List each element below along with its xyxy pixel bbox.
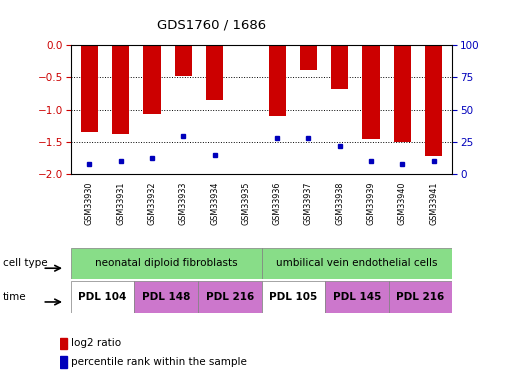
Bar bbox=[425, 45, 442, 156]
Text: GSM33932: GSM33932 bbox=[147, 182, 156, 225]
Text: GSM33938: GSM33938 bbox=[335, 182, 344, 225]
Bar bbox=[362, 45, 380, 139]
Bar bbox=[262, 281, 325, 313]
Bar bbox=[81, 45, 98, 132]
Text: PDL 105: PDL 105 bbox=[269, 292, 317, 302]
Text: umbilical vein endothelial cells: umbilical vein endothelial cells bbox=[276, 258, 438, 268]
Bar bbox=[389, 281, 452, 313]
Text: GDS1760 / 1686: GDS1760 / 1686 bbox=[157, 19, 266, 32]
Text: percentile rank within the sample: percentile rank within the sample bbox=[71, 357, 247, 367]
Text: GSM33941: GSM33941 bbox=[429, 182, 438, 225]
Text: GSM33939: GSM33939 bbox=[367, 182, 376, 225]
Text: GSM33934: GSM33934 bbox=[210, 182, 219, 225]
Bar bbox=[394, 45, 411, 142]
Bar bbox=[206, 45, 223, 100]
Text: GSM33935: GSM33935 bbox=[241, 182, 251, 225]
Text: neonatal diploid fibroblasts: neonatal diploid fibroblasts bbox=[95, 258, 237, 268]
Bar bbox=[60, 356, 67, 368]
Bar bbox=[268, 45, 286, 116]
Text: log2 ratio: log2 ratio bbox=[71, 338, 121, 348]
Text: PDL 104: PDL 104 bbox=[78, 292, 127, 302]
Text: cell type: cell type bbox=[3, 258, 47, 268]
Bar bbox=[71, 281, 134, 313]
Text: PDL 216: PDL 216 bbox=[206, 292, 254, 302]
Bar bbox=[331, 45, 348, 89]
Text: time: time bbox=[3, 292, 26, 302]
Bar bbox=[71, 248, 262, 279]
Bar bbox=[143, 45, 161, 114]
Bar bbox=[175, 45, 192, 76]
Bar bbox=[262, 248, 452, 279]
Bar bbox=[300, 45, 317, 70]
Text: PDL 148: PDL 148 bbox=[142, 292, 190, 302]
Bar bbox=[112, 45, 129, 134]
Text: GSM33933: GSM33933 bbox=[179, 182, 188, 225]
Bar bbox=[325, 281, 389, 313]
Text: GSM33936: GSM33936 bbox=[272, 182, 282, 225]
Text: GSM33930: GSM33930 bbox=[85, 182, 94, 225]
Text: GSM33931: GSM33931 bbox=[116, 182, 125, 225]
Bar bbox=[60, 338, 67, 349]
Text: PDL 145: PDL 145 bbox=[333, 292, 381, 302]
Text: GSM33940: GSM33940 bbox=[398, 182, 407, 225]
Text: GSM33937: GSM33937 bbox=[304, 182, 313, 225]
Text: PDL 216: PDL 216 bbox=[396, 292, 445, 302]
Bar bbox=[134, 281, 198, 313]
Bar bbox=[198, 281, 262, 313]
